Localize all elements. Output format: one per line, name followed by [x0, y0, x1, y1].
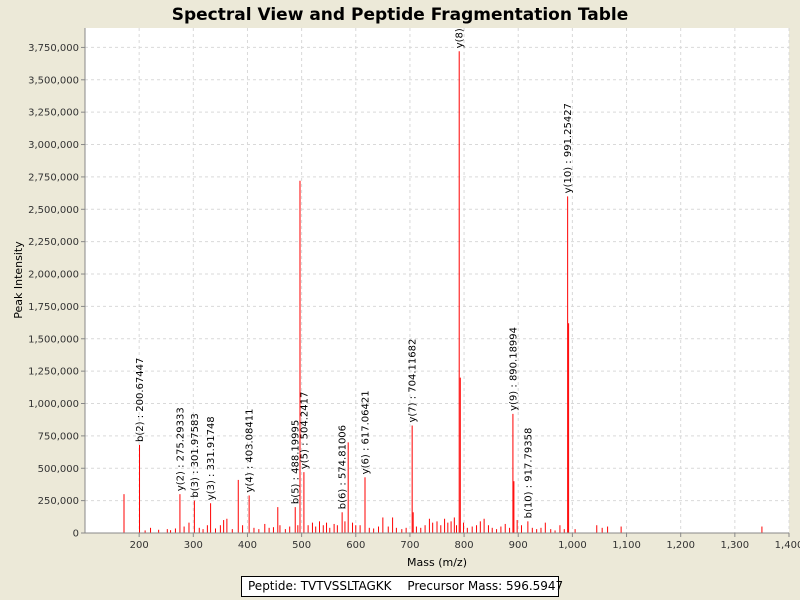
y-tick-label: 1,500,000	[28, 334, 79, 345]
peak-annotations: b(2) : 200.67447 y(2) : 275.29333 b(3) : 3…	[135, 28, 574, 518]
y-tick-label: 0	[73, 529, 79, 540]
peptide-caption: Peptide: TVTVSSLTAGKK Precursor Mass: 59…	[241, 576, 563, 597]
peak-annotation-label: y(2) : 275.29333	[175, 407, 186, 491]
plot-area	[85, 28, 789, 533]
peak-bars	[123, 51, 763, 533]
x-axis-label: Mass (m/z)	[407, 556, 467, 569]
x-tick-label: 200	[130, 540, 149, 551]
peak-annotation-label: y(7) : 704.11682	[408, 339, 419, 423]
y-tick-label: 2,500,000	[28, 205, 79, 216]
x-tick-label: 300	[184, 540, 203, 551]
y-tick-label: 250,000	[38, 496, 79, 507]
x-tick-label: 1,100	[612, 540, 641, 551]
peak-annotation-label: b(3) : 301.97583	[190, 413, 201, 497]
x-tick-label: 1,000	[558, 540, 587, 551]
x-tick-label: 400	[238, 540, 257, 551]
y-ticks: 0 250,000 500,000 750,000 1,000,000 1,250,000…	[28, 43, 85, 540]
x-tick-label: 1,300	[721, 540, 750, 551]
y-axis-label: Peak Intensity	[12, 241, 25, 319]
peak-annotation-label: y(6) : 617.06421	[361, 390, 372, 474]
x-tick-label: 1,200	[666, 540, 695, 551]
x-tick-label: 700	[400, 540, 419, 551]
peak-annotation-label: b(5) : 488.19995	[291, 420, 302, 504]
x-tick-label: 500	[292, 540, 311, 551]
y-tick-label: 1,250,000	[28, 367, 79, 378]
x-tick-label: 1,400	[775, 540, 800, 551]
x-tick-label: 800	[455, 540, 474, 551]
peak-annotation-label: b(10) : 917.79358	[523, 428, 534, 519]
y-tick-label: 500,000	[38, 464, 79, 475]
peak-annotation-label: y(5) : 504.2417	[299, 392, 310, 470]
peak-annotation-label: y(10) : 991.25427	[563, 103, 574, 193]
y-tick-label: 3,250,000	[28, 108, 79, 119]
y-tick-label: 3,750,000	[28, 43, 79, 54]
peak-annotation-label: y(3) : 331.91748	[206, 416, 217, 500]
y-tick-label: 2,750,000	[28, 172, 79, 183]
peak-annotation-label: y(4) : 403.08411	[245, 409, 256, 493]
peak-annotation-label: y(8)	[455, 28, 466, 48]
y-tick-label: 3,000,000	[28, 140, 79, 151]
y-tick-label: 750,000	[38, 431, 79, 442]
grid-lines	[85, 28, 790, 533]
x-tick-label: 600	[346, 540, 365, 551]
chart-title: Spectral View and Peptide Fragmentation …	[172, 5, 629, 25]
peptide-sequence: Peptide: TVTVSSLTAGKK	[248, 579, 392, 593]
y-tick-label: 1,000,000	[28, 399, 79, 410]
peak-annotation-label: b(6) : 574.81006	[338, 425, 349, 509]
peak-annotation-label: b(2) : 200.67447	[135, 358, 146, 442]
y-tick-label: 2,250,000	[28, 237, 79, 248]
x-tick-label: 900	[509, 540, 528, 551]
y-tick-label: 2,000,000	[28, 270, 79, 281]
peak-annotation-label: y(9) : 890.18994	[508, 327, 519, 411]
y-tick-label: 3,500,000	[28, 75, 79, 86]
x-ticks: 200 300 400 500 600 700 800 900 1,000 1,100 1,200 1…	[130, 533, 800, 551]
precursor-mass: Precursor Mass: 596.5947	[407, 579, 564, 593]
y-tick-label: 1,750,000	[28, 302, 79, 313]
